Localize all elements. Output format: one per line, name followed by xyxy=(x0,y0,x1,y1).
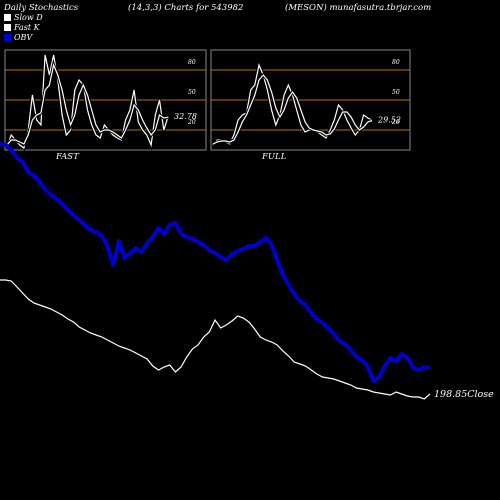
legend-slow-d-swatch xyxy=(4,14,11,21)
full-panel-label: FULL xyxy=(262,152,287,162)
header-right: (MESON) munafasutra.tbrjar.com xyxy=(285,3,432,13)
full-tick-label-20: 20 xyxy=(391,119,400,126)
legend-fast-k: Fast K xyxy=(4,23,40,32)
obv-line xyxy=(0,142,431,383)
full-tick-label-80: 80 xyxy=(392,59,400,66)
fast-last-value-label: 32.78 xyxy=(174,112,197,121)
full-series-fast-k xyxy=(212,62,373,146)
header-left: Daily Stochastics xyxy=(4,3,79,13)
fast-tick-label-80: 80 xyxy=(188,59,196,66)
fast-tick-label-50: 50 xyxy=(188,89,196,96)
last-close-label: 198.85Close xyxy=(434,389,494,400)
close-price-line xyxy=(0,279,431,400)
legend-obv: OBV xyxy=(4,33,32,42)
legend-slow-d: Slow D xyxy=(4,13,43,22)
legend-obv-label: OBV xyxy=(14,33,33,42)
full-series-slow-d xyxy=(212,74,373,145)
legend-obv-swatch xyxy=(4,34,11,41)
fast-tick-label-20: 20 xyxy=(187,119,196,126)
fast-panel-label: FAST xyxy=(56,152,79,162)
fast-series-fast-k xyxy=(6,54,169,150)
legend-fast-k-label: Fast K xyxy=(14,23,40,32)
full-tick-label-50: 50 xyxy=(392,89,400,96)
fast-series-slow-d xyxy=(6,62,169,146)
header-middle: (14,3,3) Charts for 543982 xyxy=(128,3,244,13)
legend-fast-k-swatch xyxy=(4,24,11,31)
full-last-value-label: 29.52 xyxy=(377,115,401,124)
legend-slow-d-label: Slow D xyxy=(14,13,43,22)
